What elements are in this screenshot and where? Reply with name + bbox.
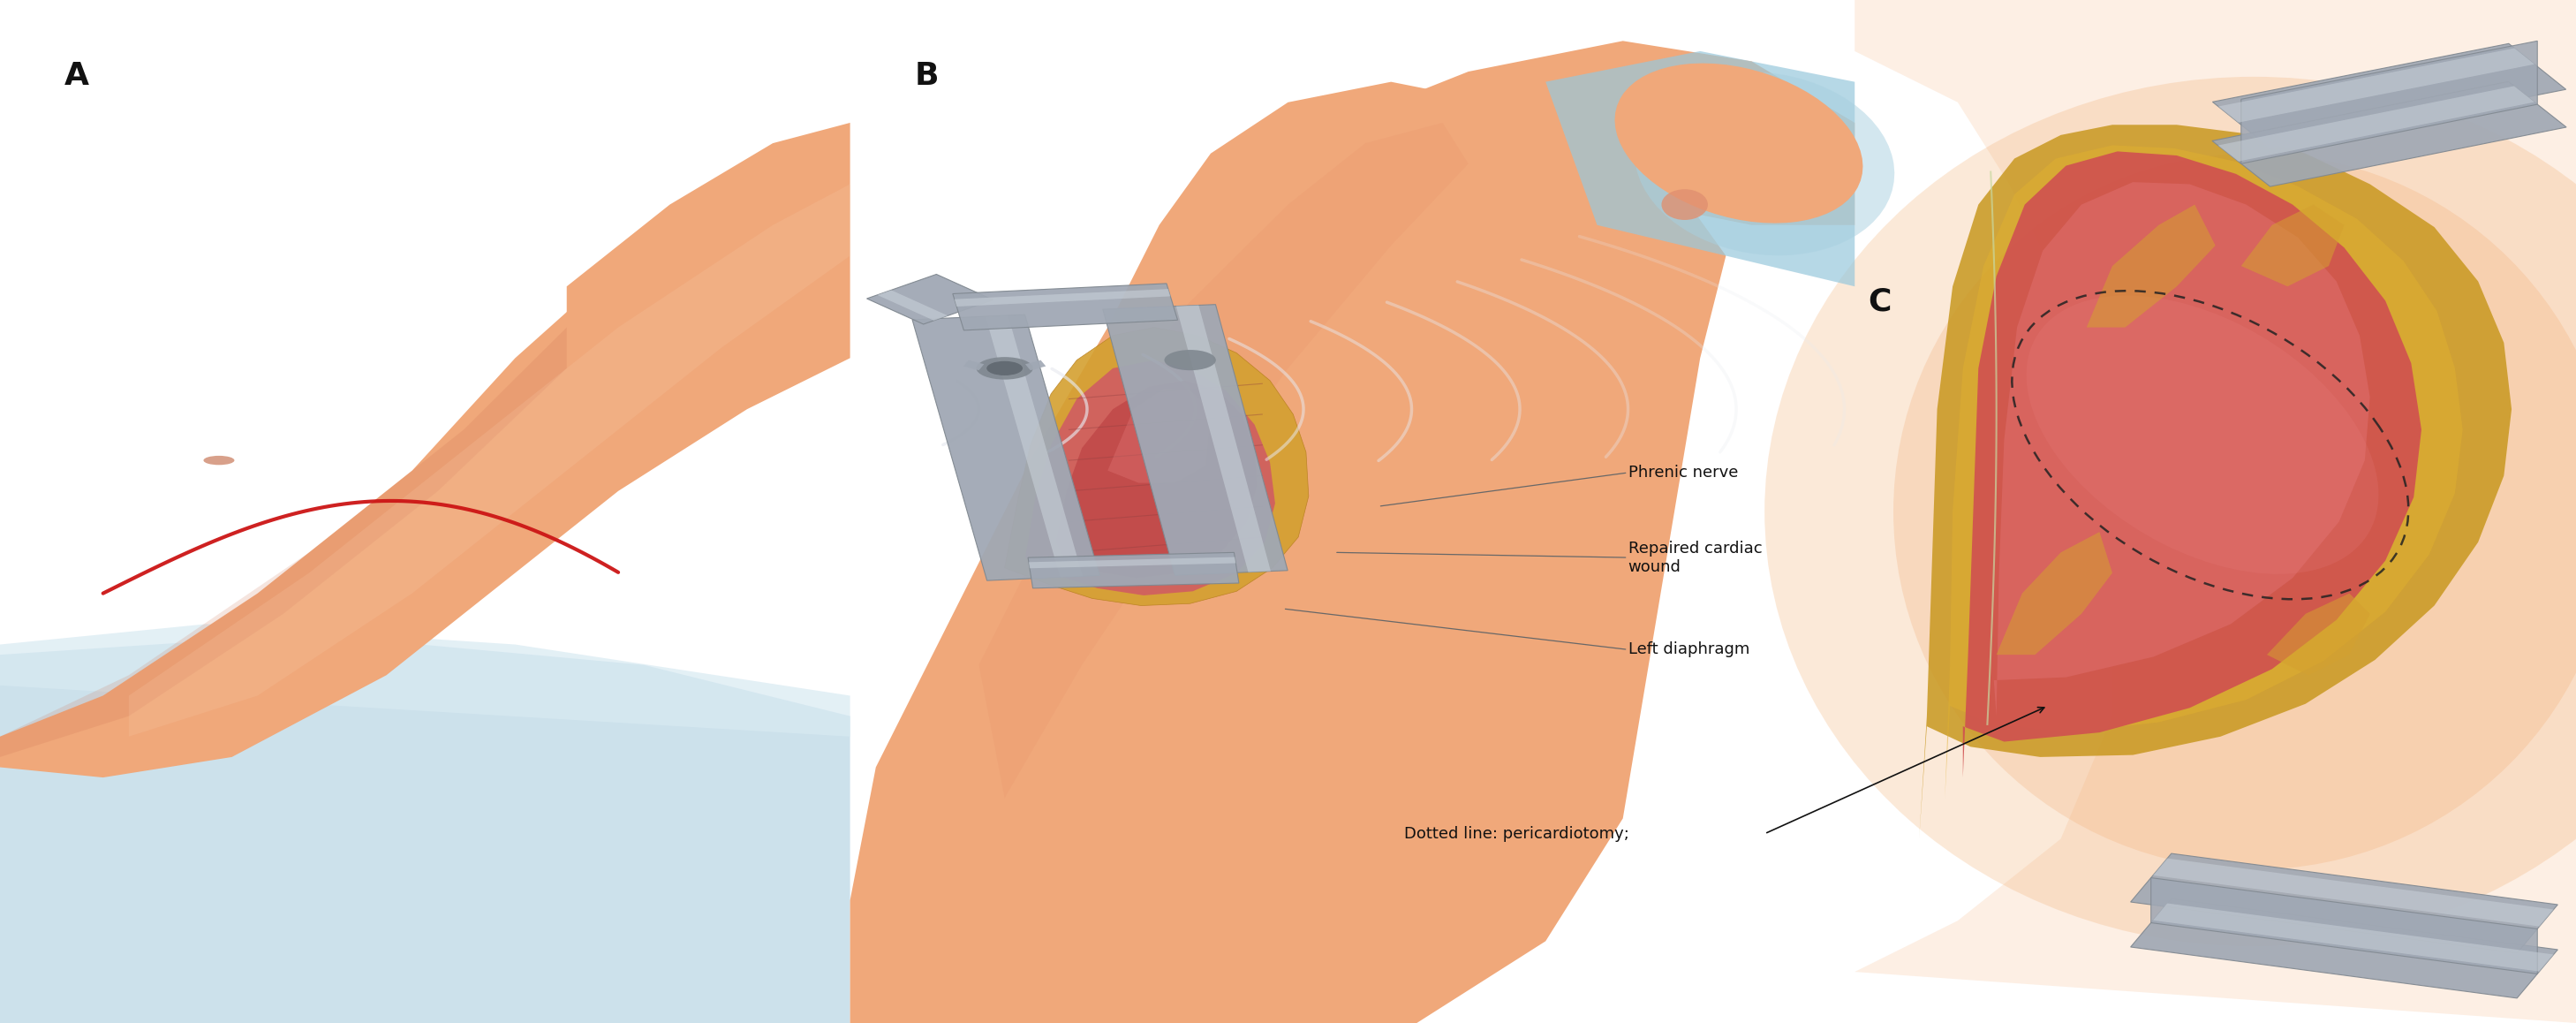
Polygon shape	[1996, 532, 2112, 655]
Polygon shape	[1108, 389, 1211, 483]
Ellipse shape	[2027, 296, 2378, 574]
Ellipse shape	[1765, 77, 2576, 946]
Polygon shape	[0, 634, 850, 1023]
Polygon shape	[1994, 182, 2370, 716]
Text: Left diaphragm: Left diaphragm	[1628, 641, 1749, 658]
Polygon shape	[912, 315, 1100, 580]
Polygon shape	[2087, 205, 2215, 327]
Ellipse shape	[1164, 350, 1216, 370]
Polygon shape	[2218, 48, 2535, 123]
Polygon shape	[2130, 898, 2558, 998]
Ellipse shape	[976, 357, 1033, 380]
Polygon shape	[1546, 51, 1855, 286]
Polygon shape	[2154, 858, 2553, 927]
Polygon shape	[953, 283, 1177, 330]
Ellipse shape	[987, 361, 1023, 375]
Polygon shape	[1005, 327, 1309, 606]
Ellipse shape	[204, 455, 234, 464]
Polygon shape	[2218, 86, 2535, 162]
Polygon shape	[1028, 558, 1236, 569]
Polygon shape	[1919, 125, 2512, 839]
Text: A: A	[64, 61, 90, 91]
Polygon shape	[1945, 145, 2463, 798]
Polygon shape	[987, 315, 1082, 577]
Polygon shape	[2213, 82, 2566, 186]
Polygon shape	[0, 184, 850, 777]
Polygon shape	[850, 0, 1855, 1023]
Polygon shape	[953, 288, 1170, 307]
Polygon shape	[2130, 853, 2558, 953]
Polygon shape	[2151, 878, 2537, 974]
Polygon shape	[1028, 552, 1239, 588]
Polygon shape	[866, 274, 994, 324]
Polygon shape	[1025, 360, 1275, 595]
Polygon shape	[0, 624, 850, 737]
Text: B: B	[914, 61, 938, 91]
Polygon shape	[963, 360, 984, 370]
Polygon shape	[1025, 360, 1046, 370]
Ellipse shape	[1662, 189, 1708, 220]
Polygon shape	[0, 327, 567, 757]
Polygon shape	[2241, 205, 2344, 286]
Polygon shape	[1340, 41, 1855, 225]
Polygon shape	[2154, 903, 2553, 972]
Polygon shape	[129, 184, 850, 737]
Polygon shape	[1056, 381, 1257, 578]
Polygon shape	[878, 291, 948, 320]
Polygon shape	[850, 82, 1726, 1023]
Text: Repaired cardiac
wound: Repaired cardiac wound	[1628, 540, 1762, 575]
Polygon shape	[2241, 41, 2537, 164]
Polygon shape	[1855, 0, 2576, 1023]
Text: Dotted line: pericardiotomy;: Dotted line: pericardiotomy;	[1404, 826, 1628, 842]
Polygon shape	[979, 123, 1468, 798]
Ellipse shape	[1636, 72, 1893, 256]
Polygon shape	[1103, 305, 1288, 575]
Polygon shape	[567, 123, 850, 327]
Polygon shape	[1963, 151, 2421, 777]
Ellipse shape	[1615, 63, 1862, 223]
Polygon shape	[1177, 305, 1270, 572]
Polygon shape	[2267, 593, 2370, 675]
Ellipse shape	[1893, 153, 2576, 870]
Text: Phrenic nerve: Phrenic nerve	[1628, 464, 1739, 481]
Polygon shape	[0, 0, 850, 1023]
Text: C: C	[1868, 286, 1891, 316]
Polygon shape	[2213, 44, 2566, 147]
Polygon shape	[1855, 0, 2576, 1023]
